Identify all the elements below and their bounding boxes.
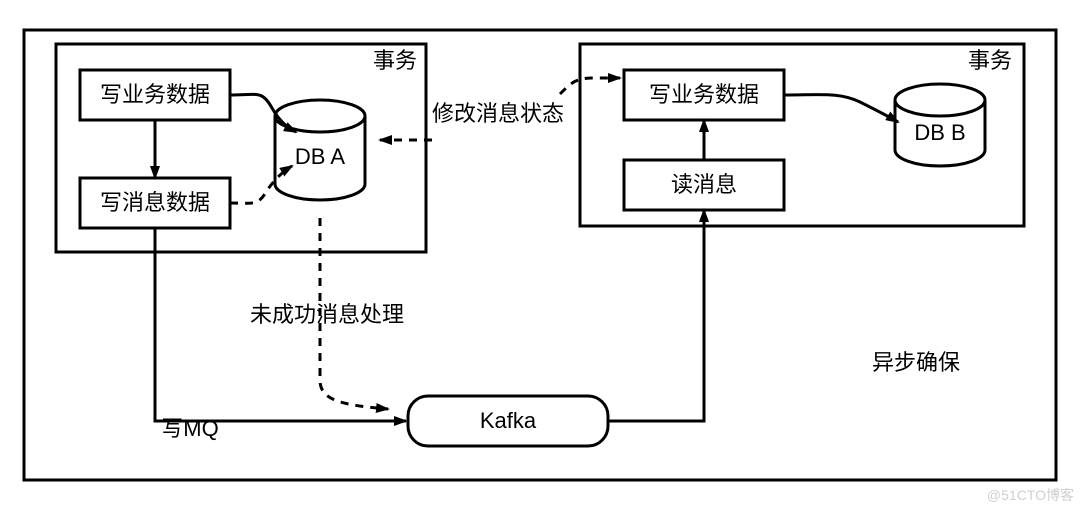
- kafka-label: Kafka: [480, 408, 537, 433]
- watermark: @51CTO博客: [987, 487, 1074, 503]
- left-write-msg-label: 写消息数据: [100, 190, 210, 215]
- db-a-label: DB A: [295, 144, 345, 169]
- db-a-cylinder: DB A: [275, 100, 365, 200]
- edge-kafka-to-read: [608, 210, 704, 421]
- right-read-msg-label: 读消息: [671, 172, 737, 197]
- edge-modify-to-right: [560, 78, 620, 94]
- db-b-label: DB B: [914, 120, 965, 145]
- modify-status-label: 修改消息状态: [432, 101, 564, 126]
- diagram-canvas: 事务 写业务数据 写消息数据 DB A 事务 写业务数据 读消息 DB B Ka…: [0, 0, 1080, 508]
- db-b-cylinder: DB B: [895, 84, 985, 166]
- edge-biz-to-db-b: [784, 95, 898, 122]
- right-write-biz-label: 写业务数据: [649, 82, 759, 107]
- right-tx-title: 事务: [968, 48, 1012, 73]
- edges-group: [155, 78, 898, 421]
- left-tx-title: 事务: [373, 48, 417, 73]
- unprocessed-label: 未成功消息处理: [250, 302, 404, 327]
- left-write-biz-label: 写业务数据: [100, 82, 210, 107]
- async-ensure-label: 异步确保: [872, 350, 960, 375]
